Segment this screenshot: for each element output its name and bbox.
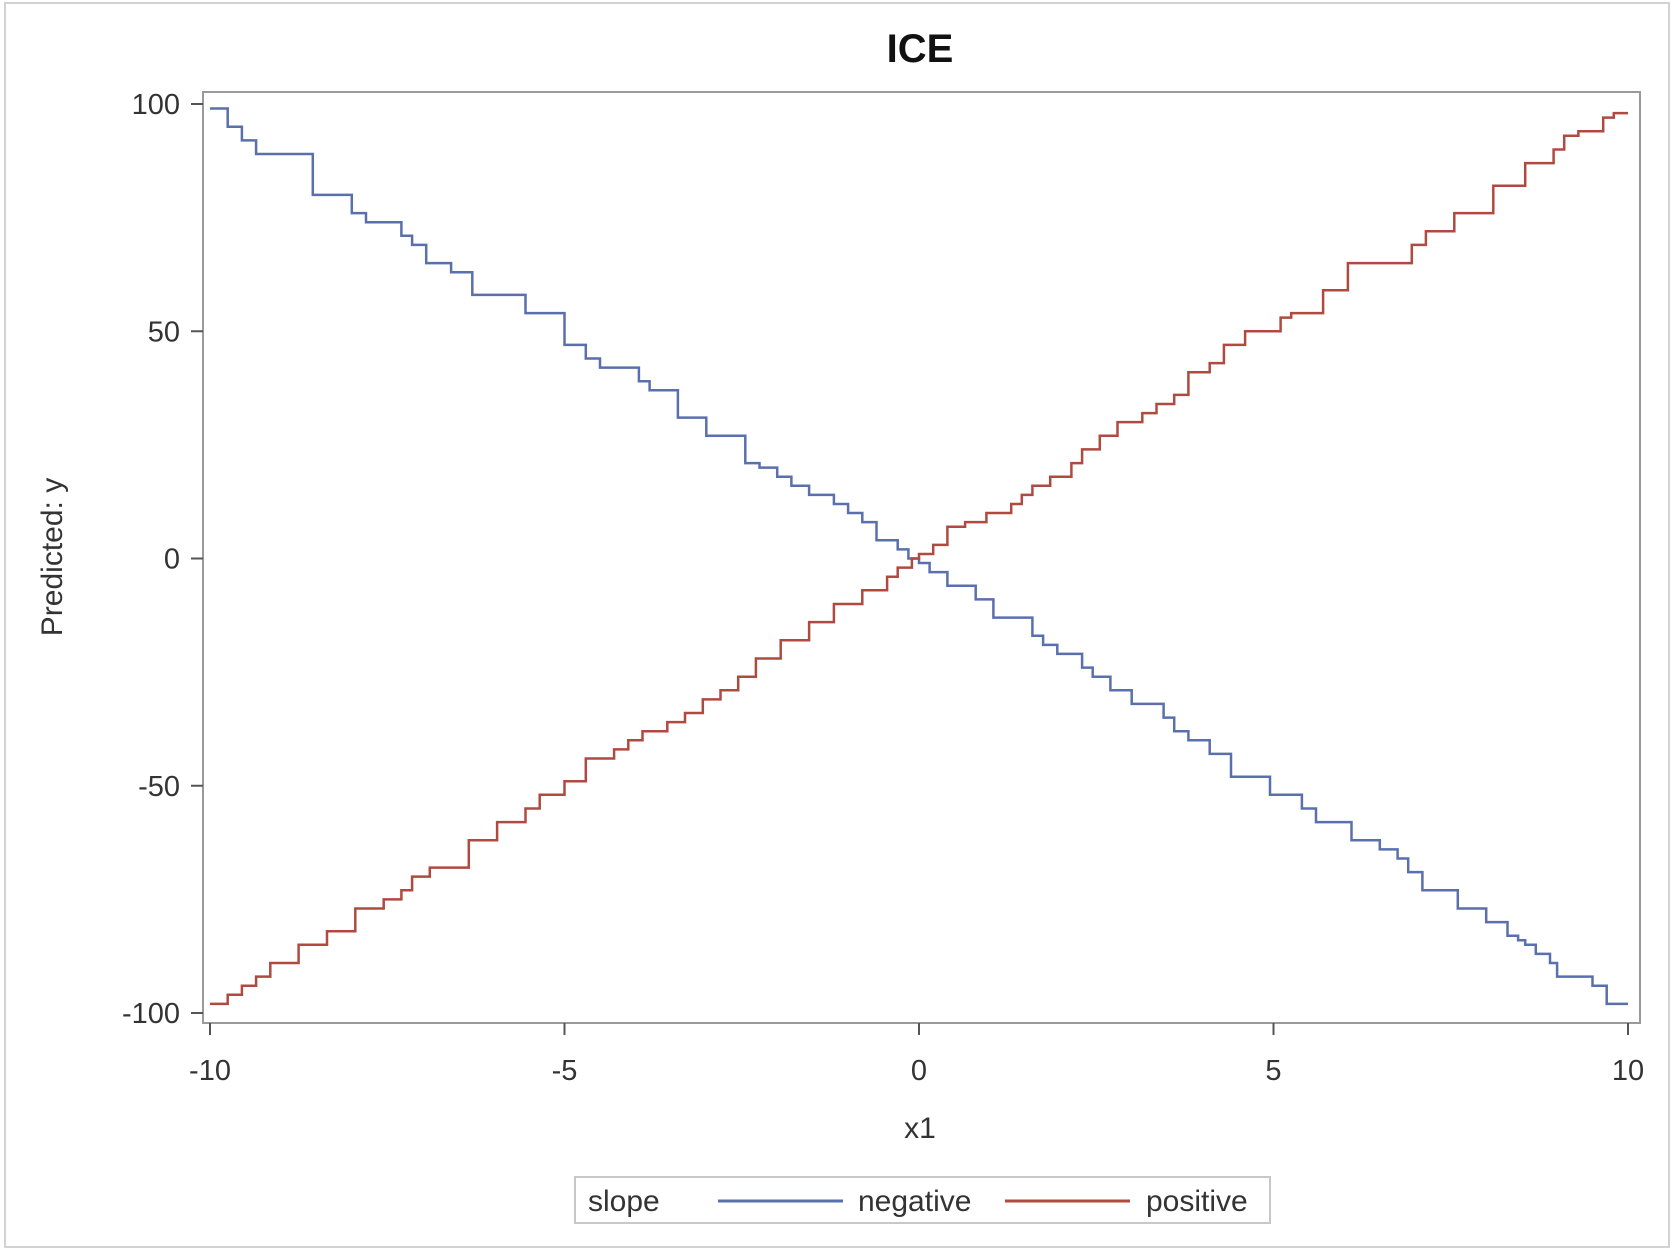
series-layer: [210, 107, 1628, 1006]
legend-label-negative: negative: [858, 1185, 971, 1218]
x-tick-label: 0: [911, 1055, 927, 1087]
y-tick-label: -50: [138, 771, 180, 803]
y-tick-label: 100: [132, 89, 180, 121]
series-line-positive: [210, 111, 1628, 1006]
x-tick-label: -10: [189, 1055, 231, 1087]
legend: slope negative positive: [574, 1176, 1271, 1224]
x-axis-label: x1: [904, 1112, 936, 1145]
y-axis-label: Predicted: y: [36, 478, 69, 636]
y-tick-label: 50: [148, 316, 180, 348]
y-tick-label: 0: [164, 544, 180, 576]
x-tick-label: -5: [552, 1055, 578, 1087]
plot-area-border: [202, 91, 1641, 1024]
legend-box: [574, 1176, 1271, 1224]
y-tick-label: -100: [122, 998, 180, 1030]
x-tick-label: 5: [1265, 1055, 1281, 1087]
x-tick-label: 10: [1612, 1055, 1644, 1087]
chart-frame: [4, 2, 1670, 1248]
legend-label-positive: positive: [1146, 1185, 1248, 1218]
x-axis: -10 -5 0 5 10: [189, 1023, 1644, 1087]
series-line-negative: [210, 107, 1628, 1006]
chart-title: ICE: [887, 27, 954, 71]
legend-title: slope: [588, 1185, 660, 1218]
y-axis: -100 -50 0 50 100: [122, 89, 203, 1030]
